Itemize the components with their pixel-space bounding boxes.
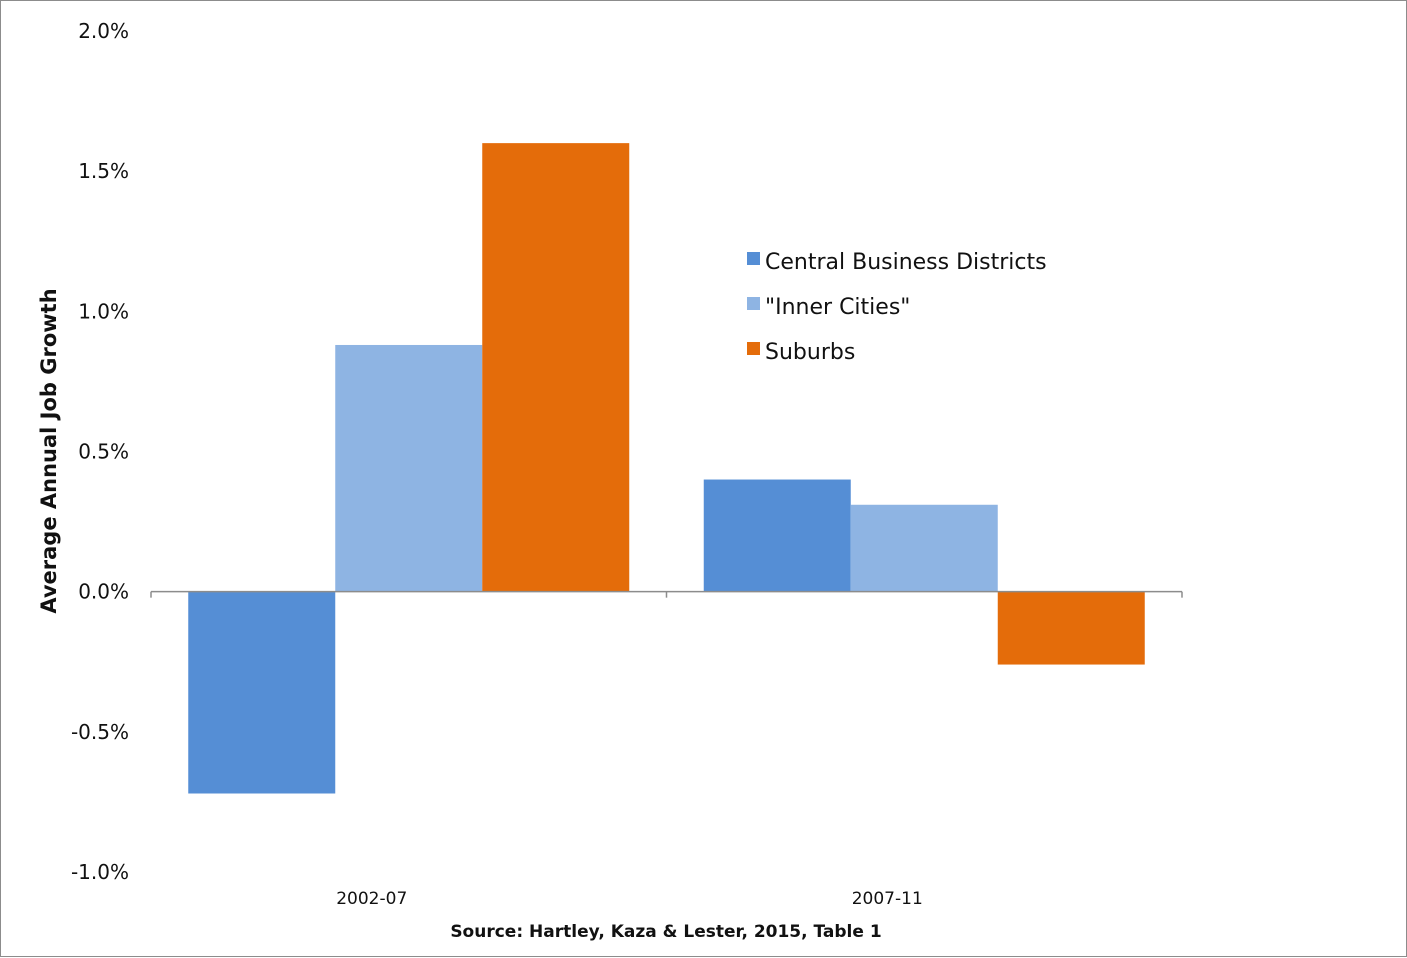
bar [703, 479, 851, 592]
legend-label: "Inner Cities" [765, 295, 910, 320]
x-tick-label: 2002-07 [336, 889, 407, 909]
y-tick-label: 1.5% [78, 159, 129, 183]
legend-label: Central Business Districts [765, 250, 1047, 275]
y-tick-label: -1.0% [71, 860, 129, 884]
bar [482, 143, 630, 592]
bar [188, 591, 336, 794]
bar [850, 504, 998, 592]
legend-label: Suburbs [765, 340, 855, 365]
legend-swatch [747, 252, 760, 265]
y-tick-label: 1.0% [78, 299, 129, 323]
legend-swatch [747, 342, 760, 355]
bars [188, 143, 1145, 794]
y-axis-ticks: 2.0% 1.5% 1.0% 0.5% 0.0% -0.5% -1.0% [71, 19, 129, 884]
x-tick-label: 2007-11 [852, 889, 923, 909]
bar [335, 344, 483, 592]
legend-swatch [747, 297, 760, 310]
source-note: Source: Hartley, Kaza & Lester, 2015, Ta… [450, 922, 881, 942]
y-tick-label: -0.5% [71, 720, 129, 744]
bar [997, 591, 1145, 665]
y-tick-label: 0.5% [78, 440, 129, 464]
x-axis-labels: 2002-07 2007-11 [336, 889, 923, 909]
y-tick-label: 0.0% [78, 580, 129, 604]
y-axis-label: Average Annual Job Growth [37, 288, 61, 613]
x-axis-tick-marks [150, 591, 1183, 598]
legend: Central Business Districts "Inner Cities"… [747, 250, 1047, 365]
y-tick-label: 2.0% [78, 19, 129, 43]
